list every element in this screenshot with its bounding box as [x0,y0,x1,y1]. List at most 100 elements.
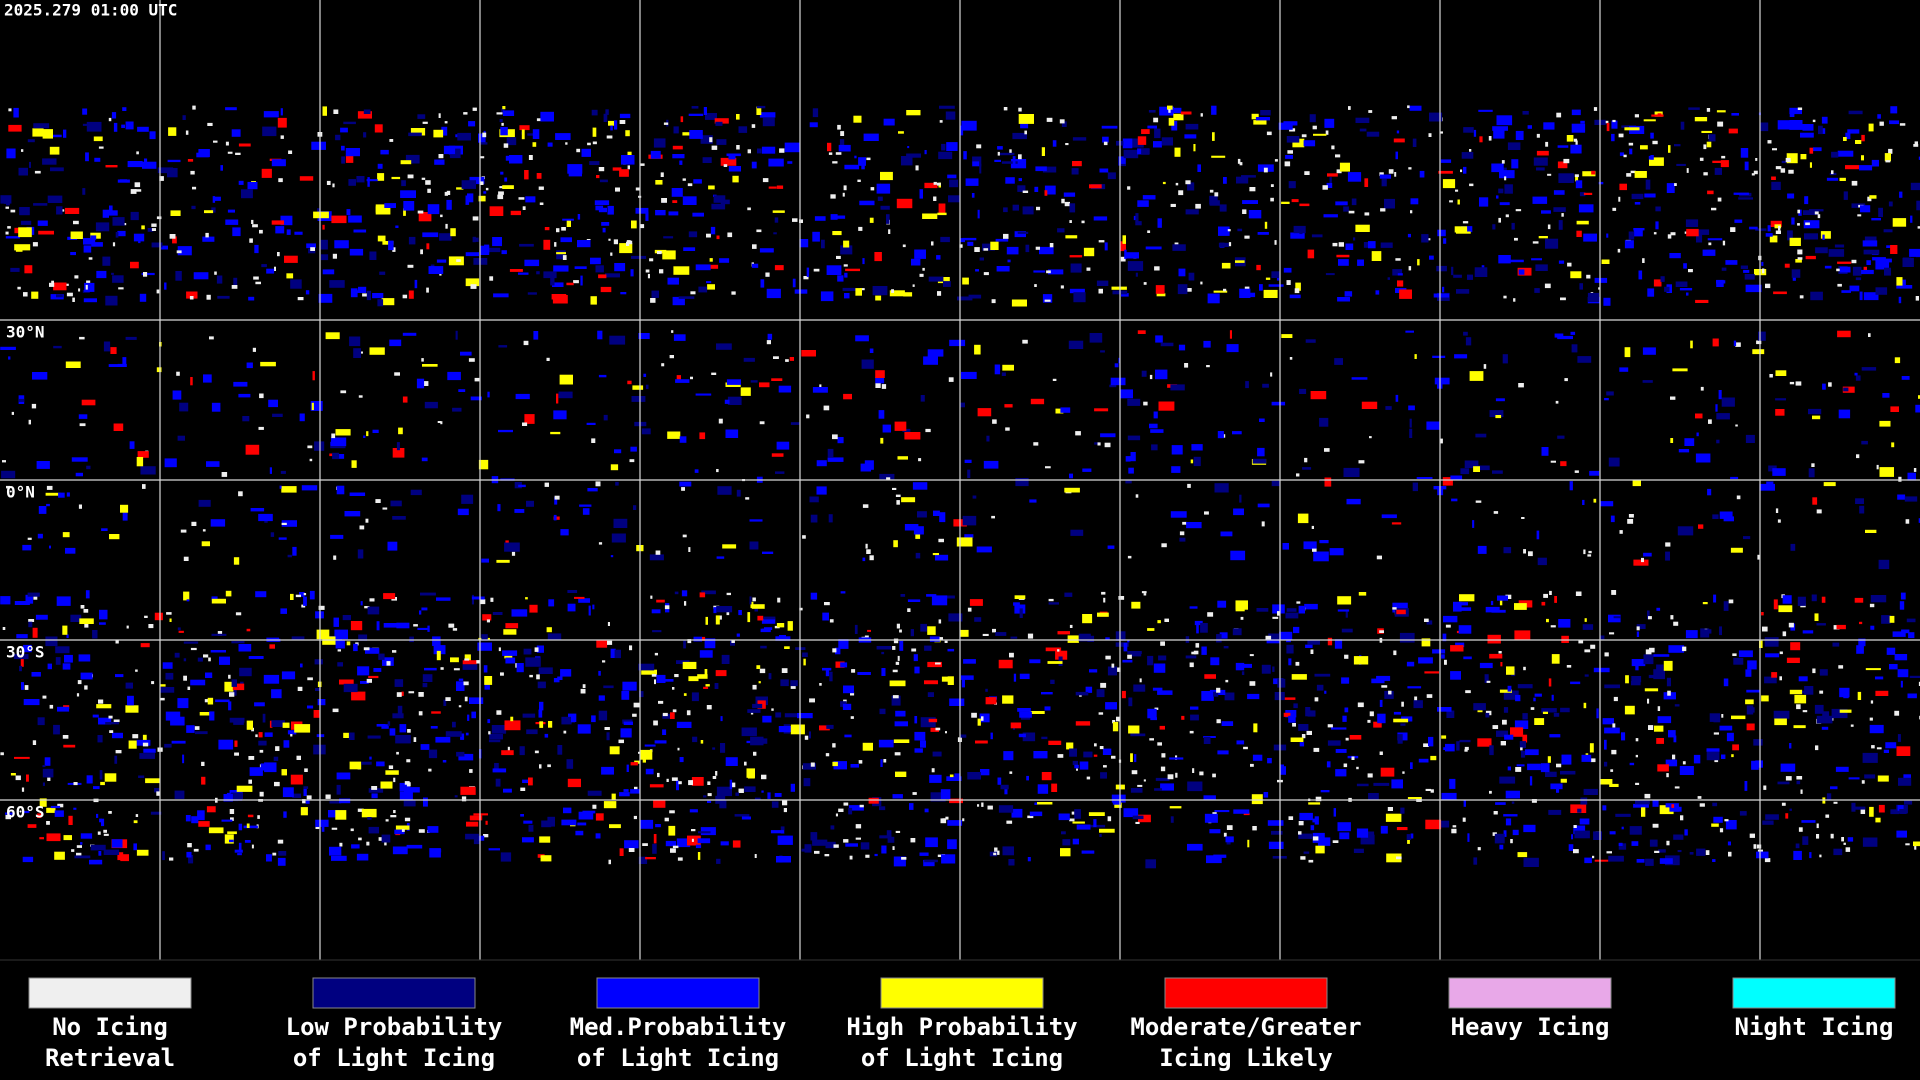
icing-pixel [1602,718,1614,725]
icing-pixel [894,752,901,756]
icing-pixel [1201,646,1207,655]
icing-pixel [1064,592,1073,597]
icing-pixel [1120,389,1133,399]
icing-pixel [1405,330,1414,333]
icing-pixel [91,242,103,247]
icing-pixel [1304,171,1310,175]
icing-pixel [52,134,62,138]
icing-pixel [482,132,487,138]
icing-pixel [1256,608,1269,612]
icing-pixel [1191,651,1197,655]
icing-pixel [1209,829,1221,834]
icing-pixel [1332,840,1339,843]
icing-pixel [452,628,458,631]
icing-pixel [654,740,667,744]
icing-pixel [1801,820,1816,823]
icing-pixel [582,810,596,814]
icing-pixel [945,816,949,820]
icing-pixel [1204,511,1209,515]
icing-pixel [1045,647,1062,652]
icing-pixel [305,290,310,295]
icing-pixel [1554,596,1557,603]
icing-pixel [1307,639,1320,645]
icing-pixel [1503,814,1518,817]
icing-pixel [322,106,327,116]
icing-pixel [230,817,234,821]
icing-pixel [1391,116,1397,120]
icing-pixel [776,856,791,863]
icing-pixel [1545,238,1559,249]
icing-pixel [330,534,344,539]
icing-pixel [300,663,303,668]
icing-pixel [408,132,422,137]
icing-pixel [1009,771,1013,774]
icing-pixel [1027,633,1034,639]
icing-pixel [1644,688,1659,692]
icing-pixel [418,692,424,697]
icing-pixel [1802,630,1814,634]
icing-pixel [1414,696,1418,701]
icing-pixel [1903,774,1911,779]
icing-pixel [1619,367,1629,372]
icing-pixel [756,105,766,109]
icing-pixel [1251,113,1259,120]
icing-pixel [630,762,638,766]
icing-pixel [941,143,946,151]
icing-pixel [78,654,91,662]
icing-pixel [1522,713,1528,720]
icing-pixel [671,188,683,197]
icing-pixel [1283,267,1292,273]
icing-pixel [997,146,1003,150]
icing-pixel [714,683,719,689]
icing-pixel [465,195,470,205]
icing-pixel [689,809,698,813]
icing-pixel [331,827,338,830]
icing-pixel [1777,120,1793,130]
icing-pixel [221,819,233,822]
icing-pixel [761,774,767,780]
icing-pixel [1775,398,1786,401]
icing-pixel [28,619,35,622]
icing-pixel [1713,594,1717,603]
icing-pixel [1475,433,1487,438]
icing-pixel [377,173,385,181]
icing-pixel [1583,549,1586,555]
icing-pixel [1494,833,1505,844]
icing-pixel [1825,814,1830,818]
icing-pixel [460,351,472,356]
icing-pixel [83,238,96,245]
icing-pixel [42,782,45,786]
icing-pixel [1242,200,1258,204]
icing-pixel [1685,630,1698,639]
icing-pixel [682,196,697,205]
icing-pixel [1212,132,1215,141]
icing-pixel [880,759,883,767]
icing-pixel [53,345,62,349]
icing-pixel [348,732,355,740]
icing-pixel [46,485,53,490]
icing-pixel [1704,629,1712,634]
icing-pixel [19,207,30,216]
icing-pixel [1523,824,1536,833]
icing-pixel [662,729,667,735]
icing-pixel [679,481,692,487]
icing-pixel [1845,165,1860,170]
icing-pixel [1765,283,1771,289]
icing-pixel [581,148,591,157]
icing-pixel [122,107,127,111]
icing-pixel [243,825,258,829]
icing-pixel [422,121,428,124]
icing-pixel [191,205,196,210]
icing-pixel [160,697,165,701]
icing-pixel [31,672,41,677]
icing-pixel [995,238,1009,242]
icing-pixel [863,133,879,141]
icing-pixel [705,684,710,687]
icing-pixel [333,617,339,627]
icing-pixel [1353,237,1356,241]
icing-pixel [947,648,955,652]
icing-pixel [1694,117,1708,122]
icing-pixel [1744,781,1748,791]
icing-pixel [1379,630,1384,633]
icing-pixel [933,181,937,185]
